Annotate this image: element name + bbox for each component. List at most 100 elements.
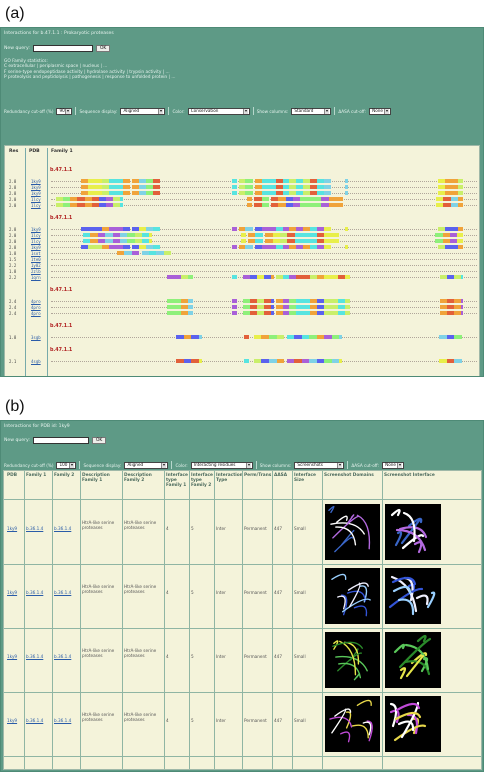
pdb-link[interactable]: 1te0 xyxy=(31,256,41,262)
table-cell: HtrA-like serine proteases xyxy=(82,648,115,658)
chevron-down-icon xyxy=(397,462,403,468)
sequence-row xyxy=(51,359,477,363)
table-link[interactable]: 1ky9 xyxy=(7,654,18,659)
table-cell: Inter xyxy=(216,526,226,531)
family-label[interactable]: b.47.1.1 xyxy=(50,324,73,329)
interactions-table: PDB Family 1 Family 2 Description Family 1 D… xyxy=(3,470,482,770)
screenshot-domains-image[interactable] xyxy=(325,504,380,560)
table-cell: Small xyxy=(294,654,306,659)
color-select[interactable]: Conservation xyxy=(187,107,250,115)
table-cell: HtrA-like serine proteases xyxy=(124,584,157,594)
dasa-cutoff-select[interactable]: None xyxy=(369,107,392,115)
table-link[interactable]: b.36.1.4 xyxy=(26,718,44,723)
family-label[interactable]: b.47.1.1 xyxy=(50,168,73,173)
table-cell: 5 xyxy=(191,590,194,595)
screenshot-domains-image[interactable] xyxy=(325,632,380,688)
table-link[interactable]: 1ky9 xyxy=(7,718,18,723)
display-controls: Redundancy cut-off (%) 90 Sequence displ… xyxy=(4,107,480,115)
resolution-value: 1.5 xyxy=(9,256,17,262)
column-divider xyxy=(272,471,273,769)
screenshot-interface-image[interactable] xyxy=(385,504,441,560)
table-cell: 447 xyxy=(274,718,282,723)
pdb-link[interactable]: 4pro xyxy=(31,298,41,304)
sequence-row xyxy=(51,251,477,255)
pdb-link[interactable]: 1lcy xyxy=(31,232,41,238)
table-link[interactable]: b.36.1.4 xyxy=(54,654,72,659)
sequence-display-select[interactable]: Aligned xyxy=(120,107,166,115)
column-header[interactable]: Interface type Family 1 xyxy=(166,473,188,489)
sequence-display-select[interactable]: Aligned xyxy=(124,461,169,469)
column-header[interactable]: PDB xyxy=(7,473,17,478)
table-link[interactable]: 1ky9 xyxy=(7,590,18,595)
table-cell: HtrA-like serine proteases xyxy=(82,520,115,530)
screenshot-domains-image[interactable] xyxy=(325,568,380,624)
column-divider xyxy=(322,471,323,769)
column-header[interactable]: Interface type Family 2 xyxy=(191,473,213,489)
redundancy-select[interactable]: 90 xyxy=(56,107,73,115)
redundancy-select[interactable]: 100 xyxy=(56,461,77,469)
table-link[interactable]: b.36.1.4 xyxy=(26,526,44,531)
pdb-link[interactable]: 4pro xyxy=(31,304,41,310)
table-link[interactable]: b.36.1.4 xyxy=(54,718,72,723)
resolution-value: 2.8 xyxy=(9,190,17,196)
chevron-down-icon xyxy=(242,108,248,114)
ok-button[interactable]: OK xyxy=(91,437,107,444)
pdb-link[interactable]: 1ky9 xyxy=(31,244,41,250)
family-label[interactable]: b.47.1.1 xyxy=(50,216,73,221)
table-link[interactable]: b.36.1.4 xyxy=(26,590,44,595)
ok-button[interactable]: OK xyxy=(95,45,111,52)
color-select[interactable]: Interacting residues xyxy=(190,461,253,469)
table-link[interactable]: b.36.1.4 xyxy=(26,654,44,659)
screenshot-interface-image[interactable] xyxy=(385,632,441,688)
pdb-link[interactable]: 1lcy xyxy=(31,196,41,202)
header-divider xyxy=(4,499,481,500)
pdb-link[interactable]: 1ky9 xyxy=(31,226,41,232)
new-query-input[interactable] xyxy=(32,45,93,52)
family-label[interactable]: b.47.1.1 xyxy=(50,288,73,293)
pdb-link[interactable]: 1lcy xyxy=(31,202,41,208)
column-header[interactable]: Interaction Type xyxy=(216,473,243,484)
screenshot-domains-image[interactable] xyxy=(325,696,380,752)
pdb-link[interactable]: 1ky9 xyxy=(31,178,41,184)
pdb-link[interactable]: 3sgb xyxy=(31,334,41,340)
new-query-input[interactable] xyxy=(32,437,89,444)
column-header[interactable]: Family 1 xyxy=(26,473,47,478)
family-label[interactable]: b.47.1.1 xyxy=(50,348,73,353)
table-cell: Small xyxy=(294,590,306,595)
column-header[interactable]: Perm/Trans xyxy=(244,473,272,478)
table-link[interactable]: b.36.1.4 xyxy=(54,526,72,531)
color-label: Color: xyxy=(175,462,188,468)
column-divider xyxy=(47,148,48,376)
sequence-row xyxy=(51,227,477,231)
column-header[interactable]: Family 2 xyxy=(54,473,75,478)
pdb-link[interactable]: 4pro xyxy=(31,310,41,316)
show-columns-select[interactable]: Screenshots xyxy=(294,461,345,469)
show-columns-select[interactable]: Standard xyxy=(291,107,332,115)
pdb-link[interactable]: 2zlb xyxy=(31,268,41,274)
pdb-link[interactable]: 1ky9 xyxy=(31,184,41,190)
column-header[interactable]: Screenshot Domains xyxy=(324,473,374,478)
column-header[interactable]: Description Family 1 xyxy=(82,473,110,484)
pdb-link[interactable]: 1ky9 xyxy=(31,190,41,196)
screenshot-interface-image[interactable] xyxy=(385,696,441,752)
column-header[interactable]: Description Family 2 xyxy=(124,473,152,484)
table-link[interactable]: 1ky9 xyxy=(7,526,18,531)
table-cell: 5 xyxy=(191,654,194,659)
column-header[interactable]: Screenshot Interface xyxy=(384,473,435,478)
pdb-link[interactable]: 1lcy xyxy=(31,238,41,244)
resolution-value: 2.8 xyxy=(9,244,17,250)
column-divider xyxy=(382,471,383,769)
column-header[interactable]: ΔASA xyxy=(274,473,288,478)
sequence-row xyxy=(51,179,477,183)
pdb-link[interactable]: 1qrn xyxy=(31,274,41,280)
dasa-cutoff-select[interactable]: None xyxy=(382,461,405,469)
pdb-link[interactable]: 1sot xyxy=(31,250,41,256)
pdb-link[interactable]: 1y82 xyxy=(31,262,41,268)
table-link[interactable]: b.36.1.4 xyxy=(54,590,72,595)
table-cell: HtrA-like serine proteases xyxy=(82,584,115,594)
table-cell: Inter xyxy=(216,718,226,723)
pdb-link[interactable]: 4sgb xyxy=(31,358,41,364)
column-header[interactable]: Interface Size xyxy=(294,473,316,484)
column-divider xyxy=(52,471,53,769)
screenshot-interface-image[interactable] xyxy=(385,568,441,624)
